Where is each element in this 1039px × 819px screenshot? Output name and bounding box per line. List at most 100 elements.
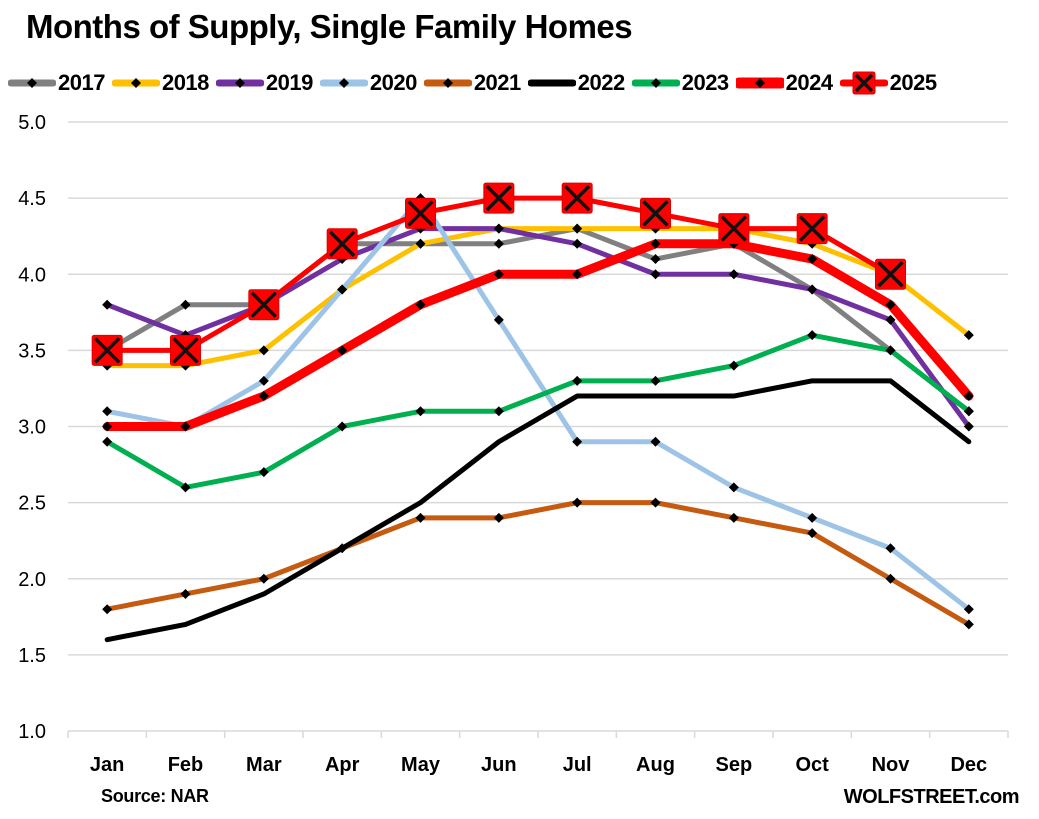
y-tick-label: 1.5 <box>18 645 46 667</box>
legend-swatch-2020 <box>319 78 368 88</box>
y-tick-label: 3.0 <box>18 417 46 439</box>
data-point-2021-Jun <box>493 512 504 523</box>
data-point-2022-Dec <box>967 440 971 444</box>
data-point-2023-Feb <box>180 482 191 493</box>
data-point-2024-Oct <box>807 254 818 265</box>
data-point-2023-Jul <box>572 375 583 386</box>
data-point-2024-Feb <box>180 421 191 432</box>
legend-item-2023: 2023 <box>631 68 729 98</box>
data-point-2023-Oct <box>807 330 818 341</box>
x-tick-label: Dec <box>950 754 987 776</box>
x-tick-label: May <box>401 754 441 776</box>
legend-swatch-2018 <box>111 78 160 88</box>
x-tick-label: Jun <box>481 754 517 776</box>
x-tick-label: Jul <box>563 754 592 776</box>
series-2023 <box>102 330 974 493</box>
legend-swatch-2019 <box>215 78 264 88</box>
data-point-2023-May <box>415 406 426 417</box>
legend-item-2025: 2025 <box>839 68 937 98</box>
data-point-2022-Aug <box>654 394 657 398</box>
watermark: WOLFSTREET.com <box>843 786 1020 808</box>
legend-item-2024: 2024 <box>735 68 833 98</box>
x-tick-label: Sep <box>715 754 752 776</box>
data-point-2019-Aug <box>650 269 661 280</box>
data-point-2022-Sep <box>732 394 736 398</box>
legend-item-2019: 2019 <box>215 68 313 98</box>
x-tick-label: Apr <box>325 754 360 776</box>
data-point-2017-Aug <box>650 254 661 265</box>
series-2025 <box>91 182 906 366</box>
data-point-2024-Jan <box>102 421 113 432</box>
legend-item-2022: 2022 <box>527 68 625 98</box>
y-tick-label: 4.5 <box>18 188 46 210</box>
data-point-2020-Jun <box>493 314 504 325</box>
x-tick-label: Nov <box>872 754 911 776</box>
legend-label: 2019 <box>265 70 313 95</box>
data-point-2023-Nov <box>885 345 896 356</box>
data-point-2020-Jan <box>102 406 113 417</box>
data-point-2024-May <box>415 299 426 310</box>
data-point-2024-Nov <box>885 299 896 310</box>
legend-swatch-2017 <box>8 78 56 88</box>
data-point-2022-Nov <box>889 379 892 383</box>
data-point-2019-Oct <box>807 284 818 295</box>
x-tick-label: Feb <box>168 754 204 776</box>
data-point-2021-Jan <box>102 604 113 615</box>
data-point-2021-May <box>415 512 426 523</box>
data-point-2023-Apr <box>337 421 348 432</box>
legend-label: 2025 <box>889 70 937 95</box>
legend-swatch-2024 <box>735 77 784 89</box>
legend-label: 2020 <box>369 70 417 95</box>
x-tick-label: Oct <box>795 754 829 776</box>
series-line-2023 <box>104 332 972 490</box>
legend-label: 2022 <box>577 70 625 95</box>
data-point-2023-Jan <box>102 436 113 447</box>
data-point-2019-Jul <box>572 238 583 249</box>
data-point-2019-Dec <box>963 421 974 432</box>
series-line-2021 <box>104 500 972 627</box>
data-point-2022-Jun <box>497 440 501 444</box>
legend-label: 2017 <box>58 70 105 95</box>
series-line-2022 <box>104 378 972 643</box>
source-note: Source: NAR <box>101 786 209 806</box>
legend-label: 2021 <box>473 70 521 95</box>
data-point-2020-Aug <box>650 436 661 447</box>
data-point-2019-Jun <box>493 223 504 234</box>
series-line-2024 <box>102 239 974 431</box>
series-line-2020 <box>104 195 972 612</box>
y-tick-label: 1.0 <box>18 721 46 743</box>
data-point-2022-Oct <box>810 379 814 383</box>
legend-label: 2024 <box>785 70 833 95</box>
x-tick-label: Mar <box>246 754 282 776</box>
data-point-2021-Nov <box>885 573 896 584</box>
data-point-2024-Jul <box>572 269 583 280</box>
data-point-2022-Jan <box>105 638 109 642</box>
data-point-2021-Sep <box>728 512 739 523</box>
legend-item-2017: 2017 <box>8 68 105 98</box>
data-point-2021-Mar <box>258 573 269 584</box>
legend-label: 2018 <box>161 70 209 95</box>
series-2024 <box>102 238 974 432</box>
data-point-2022-Mar <box>262 592 266 596</box>
data-point-2023-Jun <box>493 406 504 417</box>
data-point-2020-Sep <box>728 482 739 493</box>
legend-swatch-2025 <box>839 71 888 95</box>
data-point-2025-Sep <box>718 213 750 245</box>
data-point-2025-Nov <box>875 258 906 290</box>
data-point-2021-Jul <box>572 497 583 508</box>
data-point-2021-Aug <box>650 497 661 508</box>
data-point-2023-Sep <box>728 360 739 371</box>
data-point-2024-Mar <box>258 391 269 402</box>
data-point-2025-Jun <box>483 182 515 214</box>
data-point-2020-Nov <box>885 543 896 554</box>
data-point-2020-Dec <box>963 604 974 615</box>
data-point-2018-Mar <box>258 345 269 356</box>
y-tick-label: 4.0 <box>18 264 46 286</box>
data-point-2020-Apr <box>337 284 348 295</box>
series-2021 <box>102 497 974 630</box>
data-point-2017-Jun <box>493 238 504 249</box>
data-point-2021-Feb <box>180 588 191 599</box>
data-point-2025-Apr <box>326 228 358 260</box>
data-point-2025-Mar <box>248 289 280 321</box>
